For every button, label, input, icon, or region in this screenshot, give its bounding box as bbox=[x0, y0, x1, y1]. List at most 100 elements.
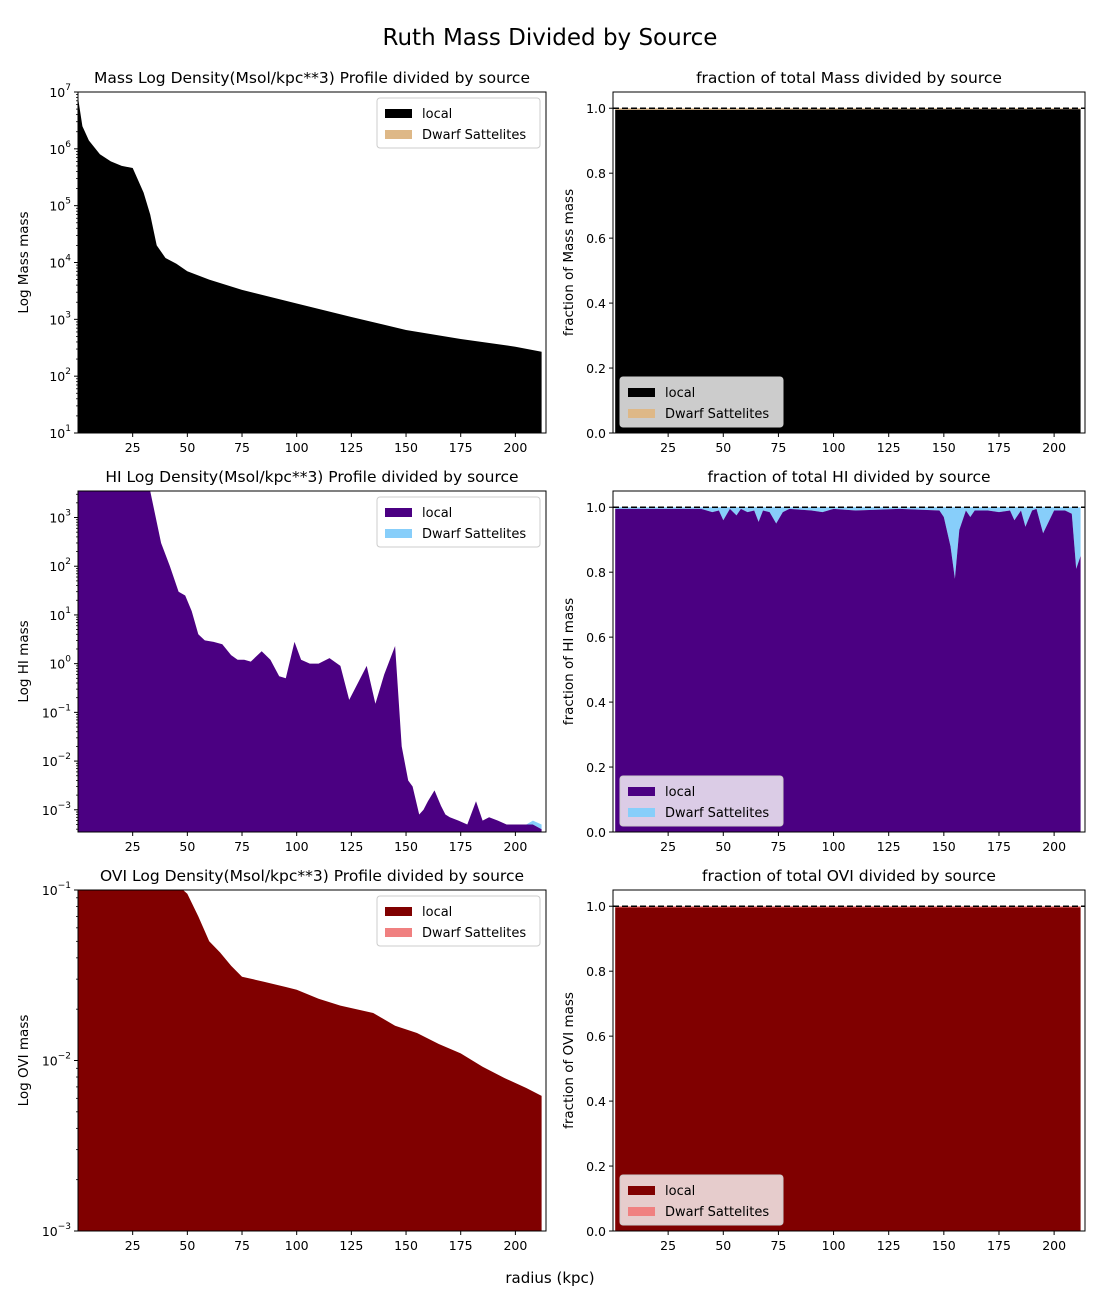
subplots-grid: 25 50 75 100 125 150 175 200 101 102 103 104 105 106 1… bbox=[16, 69, 1086, 1253]
mass-fraction-frame bbox=[612, 91, 1086, 434]
xtick-label: 100 bbox=[285, 440, 309, 455]
xtick-label: 25 bbox=[125, 839, 141, 854]
xtick-label: 25 bbox=[125, 1238, 141, 1253]
xtick-label: 75 bbox=[770, 1238, 786, 1253]
mass-log-density-ylabel: Log Mass mass bbox=[16, 211, 32, 313]
ovi-log-density-legend: local Dwarf Sattelites bbox=[376, 895, 541, 947]
ytick-label: 103 bbox=[49, 509, 71, 526]
ovi-log-density-areas bbox=[78, 890, 542, 1231]
ytick-label: 0.6 bbox=[586, 1029, 606, 1044]
ytick-label: 0.0 bbox=[586, 825, 606, 840]
xtick-label: 150 bbox=[394, 440, 418, 455]
subplot-mass-fraction: 25 50 75 100 125 150 175 200 0.0 0.2 0.4 0.6 0.8 1.0 f… bbox=[561, 69, 1086, 455]
legend-swatch-local bbox=[628, 388, 655, 397]
ytick-label: 1.0 bbox=[586, 899, 606, 914]
series-area-mass-log-density-local bbox=[78, 97, 542, 433]
xtick-label: 200 bbox=[503, 1238, 527, 1253]
xtick-label: 100 bbox=[285, 1238, 309, 1253]
ytick-label: 101 bbox=[49, 424, 71, 441]
xtick-label: 175 bbox=[987, 839, 1011, 854]
series-area-mass-fraction-local bbox=[615, 109, 1081, 433]
ytick-label: 0.2 bbox=[586, 361, 606, 376]
ytick-label: 105 bbox=[49, 197, 71, 214]
subplot-ovi-fraction: 25 50 75 100 125 150 175 200 0.0 0.2 0.4 0.6 0.8 1.0 f… bbox=[561, 867, 1086, 1253]
hi-fraction-areas bbox=[615, 507, 1081, 832]
xtick-label: 75 bbox=[770, 440, 786, 455]
hi-log-density-title: HI Log Density(Msol/kpc**3) Profile divi… bbox=[105, 468, 518, 486]
hi-log-density-frame bbox=[77, 490, 547, 833]
ovi-fraction-ylabel: fraction of OVI mass bbox=[561, 992, 577, 1129]
xtick-label: 150 bbox=[932, 440, 956, 455]
xtick-label: 75 bbox=[770, 839, 786, 854]
xtick-label: 175 bbox=[987, 1238, 1011, 1253]
xtick-label: 25 bbox=[660, 440, 676, 455]
ytick-label: 10−2 bbox=[42, 752, 71, 769]
subplot-hi-fraction: 25 50 75 100 125 150 175 200 0.0 0.2 0.4 0.6 0.8 1.0 f… bbox=[561, 468, 1086, 854]
ovi-log-density-title: OVI Log Density(Msol/kpc**3) Profile div… bbox=[100, 867, 524, 885]
xtick-label: 150 bbox=[394, 1238, 418, 1253]
xtick-label: 50 bbox=[179, 440, 195, 455]
xtick-label: 75 bbox=[234, 839, 250, 854]
mass-fraction-legend: local Dwarf Sattelites bbox=[619, 376, 784, 428]
legend-label-local: local bbox=[665, 785, 695, 800]
ytick-label: 1.0 bbox=[586, 101, 606, 116]
ovi-fraction-legend: local Dwarf Sattelites bbox=[619, 1174, 784, 1226]
xtick-label: 200 bbox=[1042, 839, 1066, 854]
hi-fraction-legend: local Dwarf Sattelites bbox=[619, 775, 784, 827]
xtick-label: 150 bbox=[394, 839, 418, 854]
legend-label-local: local bbox=[422, 905, 452, 920]
xtick-label: 125 bbox=[339, 839, 363, 854]
ovi-fraction-frame bbox=[612, 889, 1086, 1232]
legend-box bbox=[376, 97, 541, 149]
xtick-label: 175 bbox=[987, 440, 1011, 455]
xtick-label: 125 bbox=[339, 1238, 363, 1253]
xtick-label: 200 bbox=[503, 440, 527, 455]
ytick-label: 0.2 bbox=[586, 760, 606, 775]
mass-log-density-title: Mass Log Density(Msol/kpc**3) Profile di… bbox=[94, 69, 530, 87]
legend-swatch-local bbox=[385, 508, 412, 517]
ytick-label: 104 bbox=[49, 254, 71, 271]
xtick-label: 200 bbox=[1042, 1238, 1066, 1253]
legend-label-dwarf-sattelites: Dwarf Sattelites bbox=[665, 806, 769, 821]
legend-label-local: local bbox=[665, 386, 695, 401]
ytick-label: 0.0 bbox=[586, 1224, 606, 1239]
ytick-label: 0.6 bbox=[586, 231, 606, 246]
hi-log-density-legend: local Dwarf Sattelites bbox=[376, 496, 541, 548]
ytick-label: 10−3 bbox=[42, 1222, 71, 1239]
series-area-ovi-fraction-local bbox=[615, 907, 1081, 1231]
legend-swatch-local bbox=[628, 787, 655, 796]
ytick-label: 0.8 bbox=[586, 565, 606, 580]
series-area-ovi-log-density-local bbox=[78, 890, 542, 1231]
series-area-hi-fraction-local bbox=[615, 508, 1081, 832]
ovi-fraction-title: fraction of total OVI divided by source bbox=[702, 867, 996, 885]
xtick-label: 150 bbox=[932, 839, 956, 854]
ytick-label: 10−3 bbox=[42, 801, 71, 818]
xtick-label: 100 bbox=[822, 839, 846, 854]
legend-swatch-dwarf-sattelites bbox=[628, 808, 655, 817]
legend-label-local: local bbox=[422, 506, 452, 521]
ovi-log-density-ylabel: Log OVI mass bbox=[16, 1015, 32, 1107]
figure-xlabel: radius (kpc) bbox=[505, 1269, 594, 1287]
legend-swatch-dwarf-sattelites bbox=[628, 409, 655, 418]
mass-fraction-title: fraction of total Mass divided by source bbox=[696, 69, 1002, 87]
xtick-label: 25 bbox=[660, 1238, 676, 1253]
mass-fraction-ylabel: fraction of Mass mass bbox=[561, 189, 577, 336]
ytick-label: 107 bbox=[49, 83, 71, 100]
xtick-label: 125 bbox=[877, 1238, 901, 1253]
legend-swatch-dwarf-sattelites bbox=[628, 1207, 655, 1216]
ytick-label: 0.4 bbox=[586, 1094, 606, 1109]
hi-fraction-frame bbox=[612, 490, 1086, 833]
legend-swatch-local bbox=[385, 907, 412, 916]
xtick-label: 50 bbox=[179, 839, 195, 854]
legend-box bbox=[619, 1174, 784, 1226]
ytick-label: 0.8 bbox=[586, 964, 606, 979]
xtick-label: 100 bbox=[822, 440, 846, 455]
legend-swatch-local bbox=[628, 1186, 655, 1195]
ytick-label: 0.4 bbox=[586, 695, 606, 710]
series-area-hi-log-density-local bbox=[78, 491, 542, 832]
subplot-mass-log-density: 25 50 75 100 125 150 175 200 101 102 103 104 105 106 1… bbox=[16, 69, 547, 455]
xtick-label: 150 bbox=[932, 1238, 956, 1253]
subplot-ovi-log-density: 25 50 75 100 125 150 175 200 10−3 10−2 10−1 OVI Log… bbox=[16, 867, 547, 1253]
ytick-label: 106 bbox=[49, 140, 71, 157]
